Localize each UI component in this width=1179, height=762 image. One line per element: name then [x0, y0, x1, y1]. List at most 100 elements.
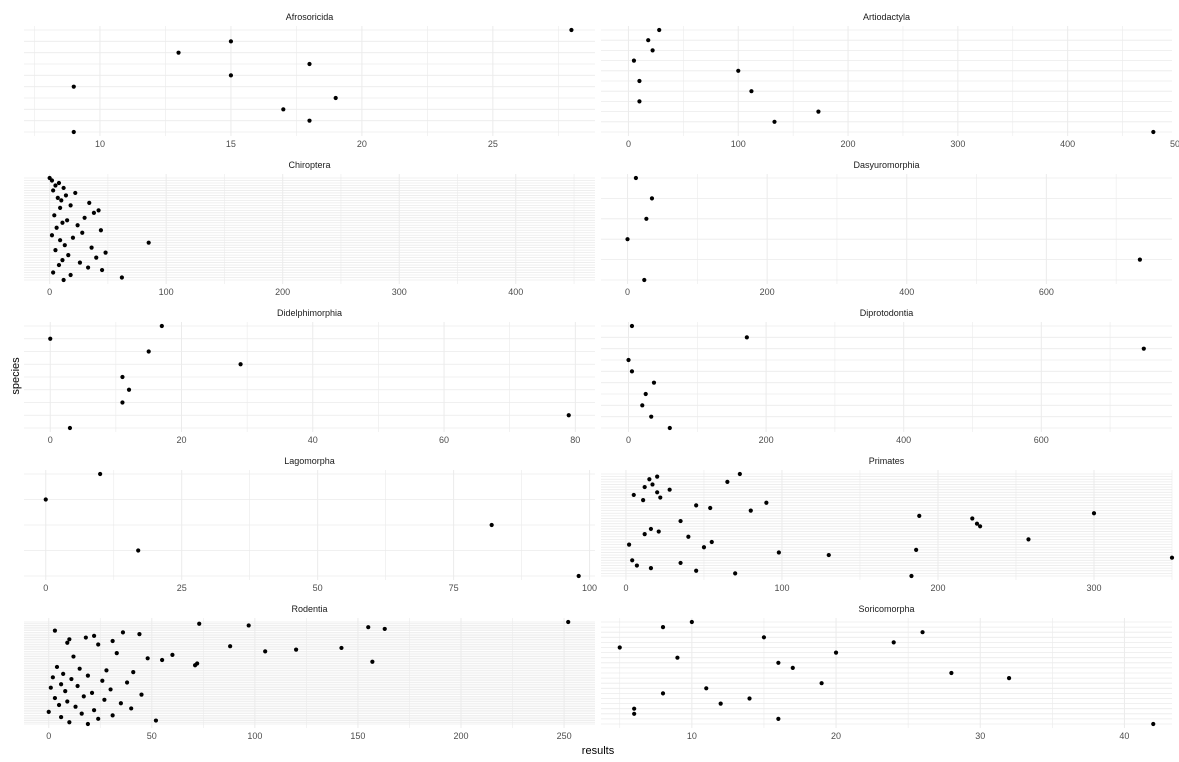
facet-title: Didelphimorphia [277, 308, 342, 318]
data-point [79, 711, 84, 716]
data-point [71, 654, 76, 659]
x-tick-label: 20 [831, 731, 841, 741]
facet-panel: Artiodactyla 0 100 200 300 400 500 [601, 12, 1179, 149]
facet-panel: Primates 0 100 200 300 [601, 456, 1175, 593]
data-point [749, 89, 754, 94]
x-tick-label: 0 [48, 435, 53, 445]
data-point [629, 369, 635, 374]
data-point [96, 208, 101, 213]
data-point [46, 709, 51, 714]
data-point [642, 277, 647, 283]
x-axis-title: results [582, 745, 615, 757]
data-point [978, 524, 983, 529]
data-point [819, 681, 824, 686]
data-point [120, 630, 126, 635]
data-point [632, 711, 637, 716]
y-axis-title: species [10, 357, 22, 395]
facet-panel: Lagomorpha 0 25 50 75 100 [24, 456, 597, 593]
data-point [974, 521, 980, 526]
data-point [748, 508, 753, 513]
data-point [56, 702, 62, 708]
data-point [65, 699, 70, 704]
data-point [658, 495, 663, 500]
data-point [660, 691, 666, 696]
data-point [85, 721, 91, 727]
data-point [70, 235, 76, 240]
facet-panel: Afrosoricida 10 15 20 25 [24, 12, 595, 149]
data-point [51, 270, 56, 275]
data-point [77, 666, 82, 671]
facet-title: Soricomorpha [858, 604, 914, 614]
data-point [60, 257, 65, 263]
data-point [1169, 555, 1175, 560]
facet-panel: Dasyuromorphia 0 200 400 600 [601, 160, 1172, 297]
data-point [65, 218, 70, 223]
x-tick-label: 200 [453, 731, 468, 741]
data-point [69, 676, 74, 682]
facet-title: Lagomorpha [284, 456, 335, 466]
facet-panel: Didelphimorphia 0 20 40 60 80 [24, 308, 595, 445]
data-point [228, 39, 234, 44]
data-point [655, 474, 660, 479]
data-point [694, 568, 699, 573]
x-tick-label: 600 [1034, 435, 1049, 445]
data-point [43, 497, 48, 502]
data-point [120, 374, 125, 380]
data-point [68, 203, 73, 208]
data-point [228, 644, 233, 649]
data-point [137, 632, 142, 637]
data-point [58, 205, 63, 210]
facet-panel: Rodentia 0 50 100 150 200 250 [24, 604, 595, 741]
data-point [382, 626, 387, 632]
data-point [642, 532, 647, 537]
data-point [1006, 676, 1012, 681]
data-point [129, 706, 134, 711]
data-point [52, 628, 58, 633]
data-point [650, 48, 655, 53]
data-point [139, 692, 144, 697]
data-point [644, 216, 649, 221]
x-tick-label: 10 [95, 139, 105, 149]
data-point [651, 380, 657, 385]
data-point [52, 213, 57, 218]
data-point [708, 505, 713, 511]
data-point [119, 275, 124, 280]
data-point [263, 649, 268, 654]
x-tick-label: 100 [247, 731, 262, 741]
x-tick-label: 400 [899, 287, 914, 297]
data-point [914, 547, 919, 552]
data-point [648, 566, 654, 571]
x-tick-label: 500 [1170, 139, 1179, 149]
data-point [660, 625, 666, 630]
data-point [71, 129, 76, 135]
data-point [68, 272, 73, 278]
data-point [790, 665, 795, 671]
data-point [48, 685, 53, 690]
data-point [85, 265, 91, 270]
data-point [294, 647, 299, 652]
data-point [153, 718, 159, 723]
data-point [108, 687, 113, 692]
data-point [103, 250, 108, 255]
x-tick-label: 40 [1119, 731, 1129, 741]
x-tick-label: 600 [1039, 287, 1054, 297]
data-point [307, 118, 312, 123]
x-tick-label: 25 [177, 583, 187, 593]
data-point [124, 680, 130, 685]
data-point [1026, 537, 1031, 542]
data-point [667, 425, 672, 431]
data-point [725, 479, 730, 484]
facet-panel: Chiroptera 0 100 200 300 400 [24, 160, 595, 297]
data-point [637, 78, 642, 84]
data-point [1151, 721, 1156, 727]
x-tick-label: 75 [449, 583, 459, 593]
data-point [49, 178, 55, 183]
data-point [73, 704, 78, 709]
data-point [747, 696, 752, 701]
data-point [1141, 346, 1146, 351]
x-tick-label: 40 [308, 435, 318, 445]
data-point [75, 683, 80, 689]
data-point [641, 498, 646, 503]
data-point [176, 50, 181, 55]
x-tick-label: 0 [43, 583, 48, 593]
